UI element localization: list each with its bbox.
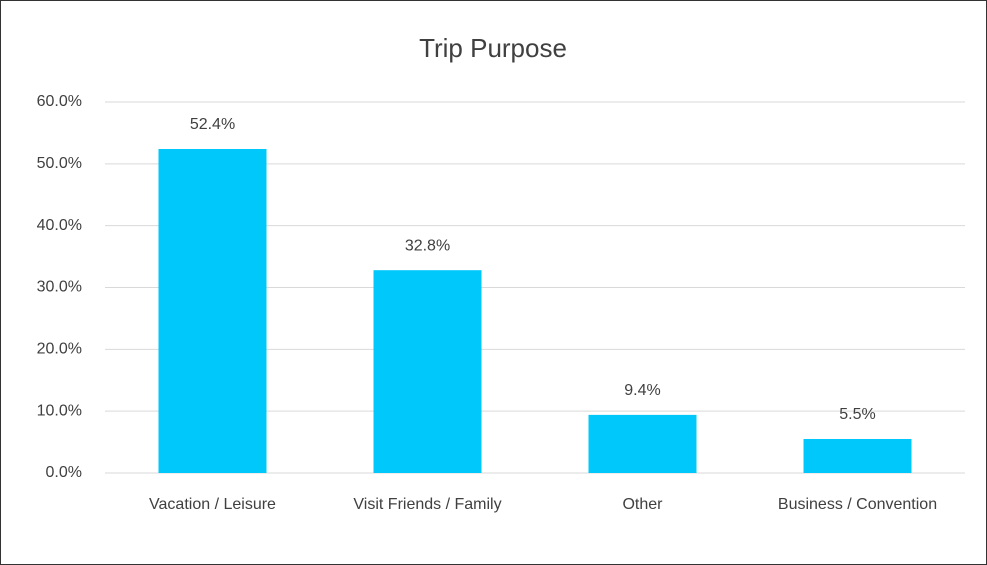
- x-tick-label: Visit Friends / Family: [353, 496, 501, 513]
- x-tick-label: Business / Convention: [778, 496, 937, 513]
- y-tick-label: 60.0%: [37, 93, 82, 110]
- bar: [803, 438, 912, 473]
- y-tick-label: 0.0%: [46, 464, 82, 481]
- x-tick-label: Other: [622, 496, 663, 513]
- data-label: 9.4%: [624, 382, 660, 399]
- y-tick-label: 20.0%: [37, 341, 82, 358]
- y-tick-label: 10.0%: [37, 402, 82, 419]
- bar: [588, 414, 697, 473]
- data-label: 32.8%: [405, 237, 450, 254]
- chart-title: Trip Purpose: [419, 33, 567, 63]
- data-label: 52.4%: [190, 116, 235, 133]
- y-tick-label: 30.0%: [37, 279, 82, 296]
- y-tick-label: 50.0%: [37, 155, 82, 172]
- y-tick-label: 40.0%: [37, 217, 82, 234]
- bar: [158, 148, 267, 473]
- bar: [373, 270, 482, 473]
- data-label: 5.5%: [839, 406, 875, 423]
- x-tick-label: Vacation / Leisure: [149, 496, 276, 513]
